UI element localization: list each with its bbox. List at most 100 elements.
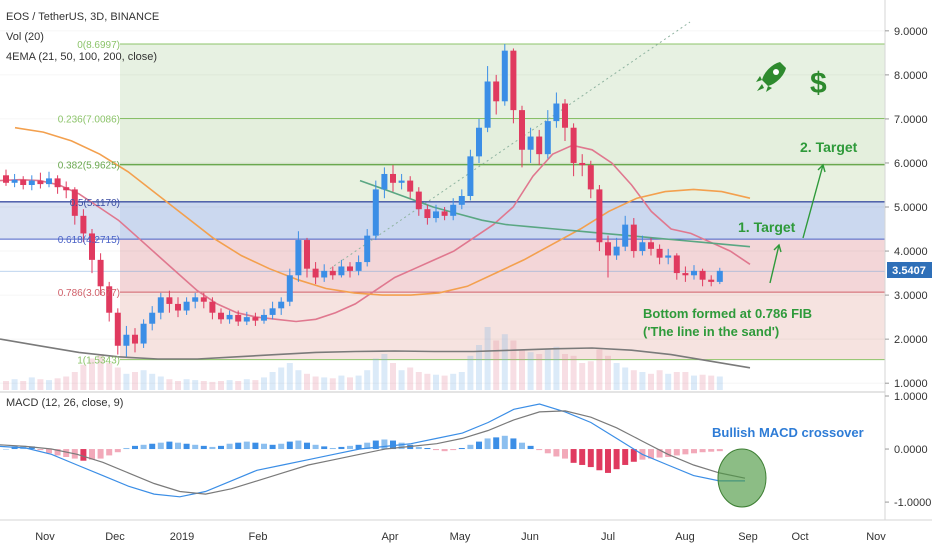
volume-bar <box>355 375 362 390</box>
macd-histogram-bar <box>536 449 543 451</box>
x-tick-label: 2019 <box>170 531 194 543</box>
volume-bar <box>510 340 517 390</box>
volume-bar <box>364 370 371 390</box>
y-tick-label: 5.0000 <box>894 202 928 214</box>
volume-bar <box>527 352 534 390</box>
macd-histogram-bar <box>192 444 199 450</box>
volume-bar <box>691 375 697 390</box>
volume-indicator-label: Vol (20) <box>6 31 44 43</box>
candle-body <box>175 303 181 311</box>
macd-histogram-bar <box>166 441 173 450</box>
candle-body <box>501 50 508 102</box>
candle-body <box>622 224 629 247</box>
macd-axis[interactable]: 1.0000 0.0000 -1.0000 <box>885 391 931 509</box>
macd-histogram-bar <box>157 442 164 450</box>
candle-body <box>536 136 543 155</box>
macd-histogram-bar <box>304 442 310 450</box>
price-axis[interactable]: 9.0000 8.0000 7.0000 6.0000 5.0000 4.0000 3.00… <box>885 26 928 390</box>
macd-histogram-bar <box>527 445 534 450</box>
candle-body <box>140 323 147 344</box>
candle-body <box>166 297 173 304</box>
candle-body <box>261 314 267 321</box>
fib-zone-3 <box>120 201 885 240</box>
volume-bar <box>372 358 379 390</box>
volume-bar <box>673 372 680 390</box>
volume-bar <box>458 372 465 390</box>
macd-histogram-bar <box>329 447 336 450</box>
macd-histogram-bar <box>28 446 35 450</box>
volume-bar <box>37 379 44 390</box>
volume-bar <box>716 376 723 390</box>
last-price-label: 3.5407 <box>892 265 926 277</box>
volume-bar <box>140 370 147 390</box>
macd-histogram-bar <box>433 449 439 451</box>
candle-body <box>183 301 190 311</box>
volume-bar <box>347 377 353 390</box>
volume-bar <box>226 380 233 390</box>
x-tick-label: Aug <box>675 531 695 543</box>
candle-body <box>476 127 482 157</box>
candle-body <box>243 317 250 322</box>
macd-histogram-bar <box>235 442 242 450</box>
candle-body <box>114 312 121 346</box>
macd-histogram-bar <box>562 449 568 459</box>
candle-body <box>338 266 345 276</box>
y-tick-label: 6.0000 <box>894 158 928 170</box>
volume-bar <box>544 349 551 390</box>
macd-histogram-bar <box>648 449 654 459</box>
macd-histogram-bar <box>390 440 396 450</box>
volume-bar <box>665 373 672 390</box>
macd-histogram-bar <box>682 449 689 455</box>
macd-histogram-bar <box>570 449 577 463</box>
macd-histogram-bar <box>467 444 474 450</box>
candle-body <box>699 270 706 280</box>
volume-bar <box>467 355 474 390</box>
volume-bar <box>570 355 577 390</box>
candle-body <box>97 259 104 287</box>
macd-indicator-label: MACD (12, 26, close, 9) <box>6 397 123 409</box>
candle-body <box>364 235 371 263</box>
candlesticks <box>3 44 723 357</box>
macd-histogram-bar <box>691 449 697 454</box>
fib-zone-5 <box>120 292 885 360</box>
macd-histogram-bar <box>295 440 302 450</box>
candle-body <box>673 255 680 274</box>
volume-bar <box>484 327 491 390</box>
macd-histogram-bar <box>200 445 207 450</box>
volume-bar <box>398 370 405 390</box>
macd-pane <box>0 403 746 498</box>
time-axis[interactable]: Nov Dec 2019 Feb Apr May Jun Jul Aug Sep Oct Nov <box>35 531 886 543</box>
macd-histogram-bar <box>622 449 629 465</box>
macd-histogram-bar <box>252 442 259 450</box>
macd-histogram-bar <box>501 435 508 450</box>
ema-indicator-label: 4EMA (21, 50, 100, 200, close) <box>6 51 157 63</box>
candle-body <box>544 121 551 155</box>
macd-histogram-bar <box>372 440 379 450</box>
macd-histogram-bar <box>269 444 276 450</box>
volume-bar <box>71 372 78 390</box>
volume-bar <box>166 379 173 390</box>
fib-label-5: 0.786(3.0677) <box>58 288 120 299</box>
y-tick-label: 3.0000 <box>894 290 928 302</box>
candle-body <box>321 270 328 278</box>
candle-body <box>11 179 18 183</box>
macd-histogram-bar <box>243 441 250 450</box>
candle-body <box>510 50 517 111</box>
macd-histogram-bar <box>424 447 431 450</box>
volume-bar <box>175 381 181 390</box>
macd-histogram-bar <box>519 442 525 450</box>
candle-body <box>605 242 611 256</box>
macd-histogram-bar <box>630 449 637 462</box>
volume-bar <box>605 355 611 390</box>
volume-bar <box>708 375 715 390</box>
candle-body <box>398 180 405 183</box>
macd-histogram-bar <box>605 449 611 473</box>
volume-bar <box>243 379 250 390</box>
volume-bar <box>261 377 267 390</box>
crossover-highlight <box>717 448 767 508</box>
volume-bar <box>424 373 431 390</box>
candle-body <box>192 297 199 302</box>
candle-body <box>28 180 35 185</box>
macd-histogram-bar <box>46 449 52 454</box>
